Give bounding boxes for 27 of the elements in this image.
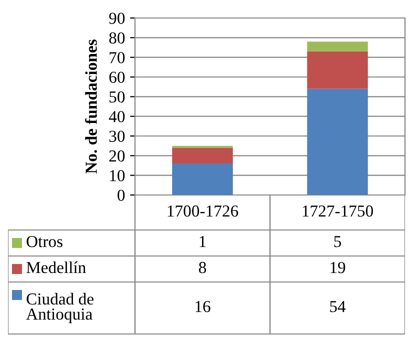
data-label: 16: [196, 300, 210, 312]
bar: [172, 148, 233, 164]
data-label: 8: [198, 262, 206, 274]
bar: [307, 88, 368, 195]
legend-label: Otros: [26, 236, 62, 248]
x-tick-label: 1727-1750: [302, 205, 373, 217]
data-label: 1: [200, 236, 206, 248]
y-tick-label: 70: [110, 52, 125, 64]
bar: [307, 51, 368, 89]
y-tick-label: 40: [108, 111, 125, 122]
bar: [307, 42, 368, 52]
y-tick-label: 0: [118, 190, 125, 201]
y-tick-label: 80: [109, 32, 125, 44]
y-tick-label: 20: [109, 150, 125, 162]
legend-label: Medellín: [26, 261, 86, 274]
y-tick-label: 30: [109, 130, 125, 142]
bar: [172, 164, 233, 195]
data-label: 5: [334, 236, 342, 248]
y-tick-label: 60: [109, 72, 125, 83]
y-tick-label: 50: [110, 91, 125, 103]
data-label: 19: [330, 262, 346, 274]
y-axis-title: No. de fundaciones: [84, 40, 97, 174]
y-tick-label: 90: [109, 12, 125, 24]
legend-label: Ciudad de Antioquia: [26, 292, 94, 324]
x-tick-label: 1700-1726: [168, 205, 238, 217]
y-tick-label: 10: [110, 170, 125, 182]
data-label: 54: [330, 301, 346, 312]
